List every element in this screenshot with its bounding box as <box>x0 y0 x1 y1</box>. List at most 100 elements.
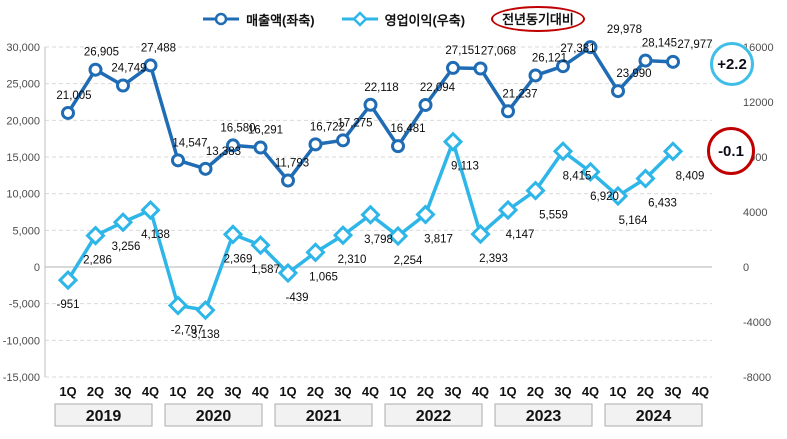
legend-item-revenue: 매출액(좌축) <box>202 10 315 29</box>
x-axis-quarter-label: 4Q <box>472 384 489 399</box>
legend-revenue-label: 매출액(좌축) <box>246 12 315 28</box>
right-axis-tick-label: -4000 <box>743 317 771 329</box>
year-box <box>54 403 153 427</box>
right-axis-tick-label: 16000 <box>743 42 774 54</box>
data-label: 28,145 <box>642 38 677 50</box>
x-axis-quarter-label: 2Q <box>527 384 544 399</box>
x-axis-quarter-label: 4Q <box>692 384 709 399</box>
data-label: 1,587 <box>251 264 280 276</box>
revenue-yoy-badge: +2.2 <box>710 42 754 86</box>
data-label: 21,005 <box>56 90 91 102</box>
year-label: 2020 <box>196 408 232 425</box>
left-axis-labels: 30,000 25,000 20,000 15,000 10,000 5,000 0 -5,0… <box>3 42 40 384</box>
data-label: 27,977 <box>677 39 712 51</box>
right-axis-tick-label: 4000 <box>743 207 767 219</box>
data-label: 16,580 <box>220 122 255 134</box>
x-axis-quarter-label: 4Q <box>252 384 269 399</box>
legend-profit-label: 영업이익(우축) <box>384 12 466 28</box>
revenue-marker-icon <box>281 173 295 188</box>
left-axis-tick-label: 5,000 <box>12 225 40 237</box>
data-label: 1,065 <box>309 271 338 283</box>
data-label: 11,793 <box>275 158 309 170</box>
x-axis-quarter-label: 3Q <box>224 384 241 399</box>
revenue-line <box>66 45 674 183</box>
x-axis-quarter-label: 3Q <box>334 384 351 399</box>
revenue-legend-marker-icon <box>203 12 240 26</box>
profit-marker-icon <box>140 199 161 221</box>
right-axis-tick-label: -8000 <box>743 372 771 384</box>
profit-line <box>66 139 675 312</box>
data-label: 3,256 <box>112 241 141 253</box>
profit-marker-icon <box>607 185 629 207</box>
legend: 매출액(좌축) 영업이익(우축) 전년동기대비 <box>0 6 787 32</box>
data-label: 13,383 <box>206 146 241 158</box>
legend-item-profit: 영업이익(우축) <box>341 10 465 29</box>
data-label: -2,797 <box>171 324 204 336</box>
revenue-marker-icon <box>143 58 158 73</box>
profit-marker-icon <box>360 204 381 225</box>
data-label: 22,118 <box>364 82 398 94</box>
revenue-marker-icon <box>88 62 103 77</box>
year-box <box>384 403 483 427</box>
data-label: 8,415 <box>563 170 592 182</box>
x-axis-quarter-label: 1Q <box>169 384 186 399</box>
x-axis-quarter-label: 3Q <box>664 384 681 399</box>
data-label: 27,068 <box>481 46 516 58</box>
x-axis-quarter-label: 3Q <box>444 384 461 399</box>
profit-marker-icon <box>470 223 491 245</box>
data-label: 16,481 <box>390 123 425 135</box>
data-label: 16,291 <box>248 125 283 137</box>
revenue-marker-icon <box>446 60 460 75</box>
revenue-marker-icon <box>611 84 625 99</box>
left-axis-tick-label: -15,000 <box>3 372 40 384</box>
x-axis-quarter-label: 2Q <box>197 384 214 399</box>
revenue-marker-icon <box>308 137 323 152</box>
revenue-marker-icon <box>171 153 185 168</box>
data-label: 2,254 <box>394 255 423 267</box>
profit-marker-icon <box>387 225 409 247</box>
x-axis-quarter-label: 1Q <box>59 384 76 399</box>
year-label: 2019 <box>86 408 122 425</box>
revenue-marker-icon <box>528 68 543 83</box>
data-label: 26,121 <box>532 52 567 64</box>
left-axis-tick-label: -10,000 <box>3 335 40 347</box>
data-label: 2,393 <box>479 253 508 265</box>
left-axis-tick-label: 20,000 <box>6 115 40 127</box>
right-axis-tick-label: 12000 <box>743 97 774 109</box>
data-label: 21,237 <box>502 88 537 100</box>
data-label: 6,433 <box>648 198 677 210</box>
profit-yoy-badge: -0.1 <box>707 127 755 175</box>
data-label: 29,978 <box>607 24 642 36</box>
x-axis-quarter-label: 1Q <box>279 384 296 399</box>
profit-marker-icon <box>195 300 216 321</box>
year-label: 2023 <box>526 408 562 425</box>
data-label: 4,138 <box>141 229 170 241</box>
x-axis-quarter-label: 3Q <box>114 384 131 399</box>
revenue-marker-icon <box>198 161 213 176</box>
gridlines <box>45 46 712 378</box>
x-axis-quarter-label: 4Q <box>142 384 159 399</box>
revenue-marker-icon <box>363 97 378 112</box>
year-label: 2024 <box>636 408 672 425</box>
right-axis-tick-label: 0 <box>743 262 749 274</box>
left-axis-tick-label: 25,000 <box>6 79 40 91</box>
data-label: 17,275 <box>337 117 372 129</box>
left-axis-tick-label: 0 <box>34 262 40 274</box>
revenue-marker-icon <box>226 138 240 153</box>
profit-marker-icon <box>277 262 299 284</box>
revenue-marker-icon <box>583 40 598 55</box>
year-box <box>164 403 263 427</box>
data-label: -951 <box>56 299 79 311</box>
x-axis-quarter-label: 2Q <box>87 384 104 399</box>
data-label: 4,147 <box>506 229 535 241</box>
data-label: 2,310 <box>338 254 367 266</box>
x-axis-quarter-label: 1Q <box>499 384 516 399</box>
data-label: 27,151 <box>445 45 480 57</box>
data-label: 24,749 <box>111 63 146 75</box>
profit-marker-icon <box>552 141 574 162</box>
year-label: 2022 <box>416 408 452 425</box>
revenue-marker-icon <box>556 59 570 74</box>
